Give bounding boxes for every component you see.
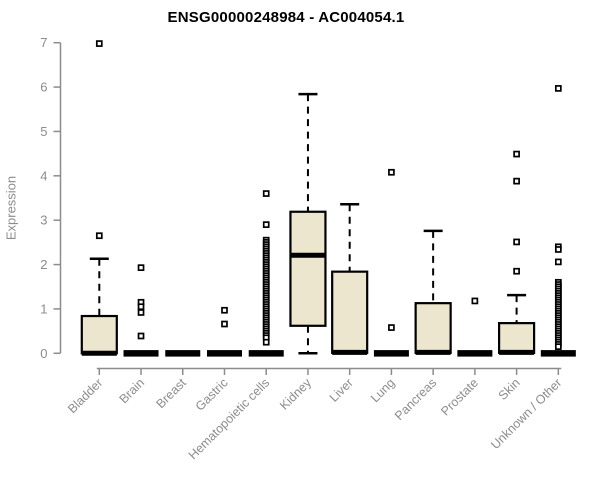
outlier-point-skin [513, 177, 520, 185]
y-tick-label: 3 [40, 213, 47, 228]
box-collapsed-hematopoietic-cells [248, 350, 284, 357]
outlier-point-prostate [471, 297, 479, 305]
outlier-point-skin [513, 238, 520, 246]
box-bladder [80, 314, 118, 355]
y-tick-label: 0 [40, 346, 47, 361]
outlier-point-gastric [221, 320, 228, 328]
outlier-point-hematopoietic-cells [262, 221, 270, 228]
box-liver [331, 270, 369, 354]
outlier-point-bladder [95, 40, 103, 47]
outlier-point-unknown-other [554, 343, 562, 350]
box-collapsed-lung [373, 350, 409, 357]
outlier-point-unknown-other [554, 258, 562, 266]
y-tick-label: 1 [40, 301, 47, 316]
x-category-label-liver: Liver [327, 376, 356, 405]
x-category-label-skin: Skin [496, 376, 523, 403]
y-tick-label: 5 [40, 124, 47, 139]
outlier-point-gastric [221, 306, 228, 314]
box-skin [498, 322, 536, 354]
outlier-point-skin [513, 150, 520, 158]
y-tick-label: 7 [40, 35, 47, 50]
box-collapsed-brain [123, 350, 159, 357]
box-collapsed-gastric [206, 350, 242, 357]
outlier-point-unknown-other [554, 85, 562, 92]
x-category-label-prostate: Prostate [438, 376, 481, 419]
box-pancreas [414, 302, 452, 354]
outlier-point-brain [137, 332, 145, 340]
x-category-label-gastric: Gastric [193, 376, 231, 414]
x-category-label-brain: Brain [117, 376, 148, 407]
outlier-point-brain [137, 303, 145, 311]
outlier-point-lung [388, 324, 395, 331]
y-tick-label: 6 [40, 80, 47, 95]
box-collapsed-breast [165, 350, 201, 357]
x-category-label-hematopoietic-cells: Hematopoietic cells [186, 376, 273, 463]
box-kidney [289, 210, 327, 327]
outlier-point-hematopoietic-cells [262, 190, 270, 197]
y-tick-label: 4 [40, 168, 47, 183]
x-category-label-bladder: Bladder [65, 376, 105, 416]
outlier-point-lung [388, 168, 395, 176]
x-category-label-lung: Lung [368, 376, 398, 406]
outlier-point-brain [137, 264, 145, 272]
outlier-point-hematopoietic-cells [262, 338, 270, 346]
x-category-label-kidney: Kidney [277, 375, 314, 412]
x-category-label-unknown-other: Unknown / Other [488, 376, 564, 452]
y-tick-label: 2 [40, 257, 47, 272]
box-collapsed-prostate [457, 350, 493, 357]
outlier-point-skin [513, 267, 520, 275]
x-category-label-breast: Breast [153, 375, 189, 411]
chart-title: ENSG00000248984 - AC004054.1 [167, 9, 405, 26]
outlier-point-bladder [95, 232, 103, 240]
outlier-point-brain [137, 309, 145, 316]
x-category-label-pancreas: Pancreas [392, 376, 439, 423]
box-collapsed-unknown-other [540, 350, 576, 357]
outlier-point-unknown-other [554, 246, 562, 253]
